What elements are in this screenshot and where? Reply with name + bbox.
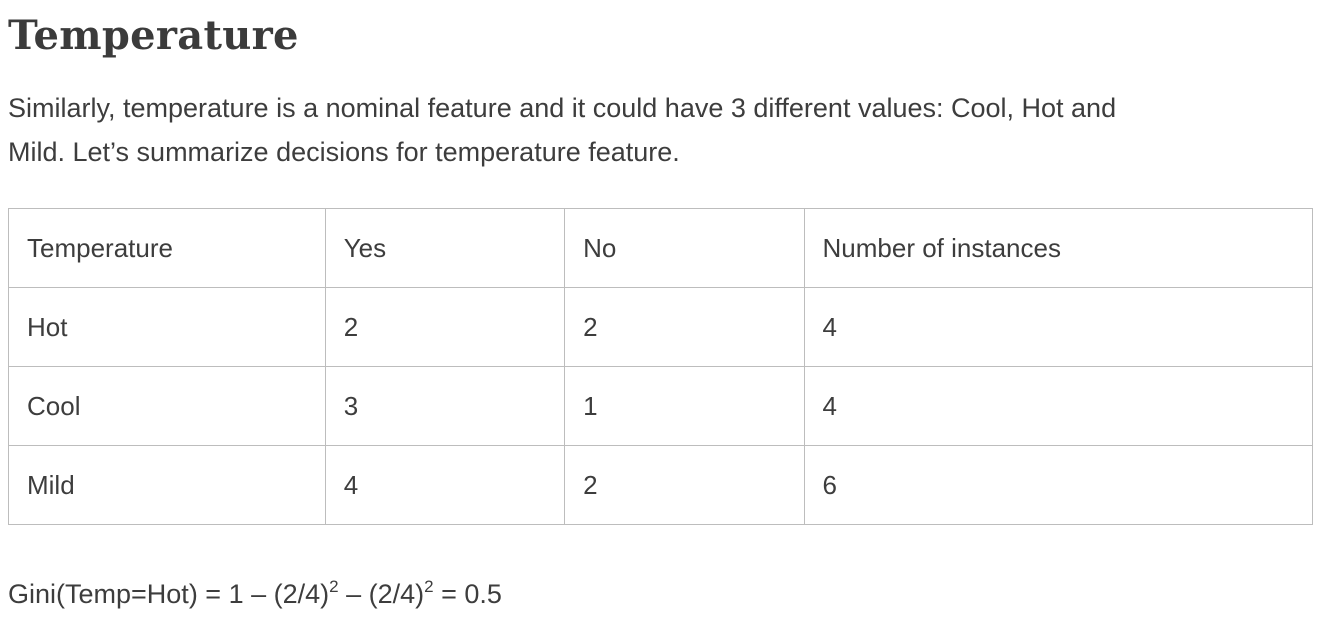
formula-exponent-2: 2 <box>424 577 434 596</box>
formula-part-1: Gini(Temp=Hot) = 1 – (2/4) <box>8 579 330 609</box>
table-cell: 6 <box>803 445 1313 525</box>
header-cell-yes: Yes <box>324 208 566 288</box>
formula-part-2: – (2/4) <box>338 579 425 609</box>
table-cell: Cool <box>8 366 326 446</box>
table-cell: 4 <box>803 287 1313 367</box>
table-cell: Mild <box>8 445 326 525</box>
intro-line-1: Similarly, temperature is a nominal feat… <box>8 93 1117 123</box>
table-row: Cool 3 1 4 <box>8 366 1313 446</box>
intro-paragraph: Similarly, temperature is a nominal feat… <box>8 86 1298 174</box>
header-cell-temperature: Temperature <box>8 208 326 288</box>
header-cell-no: No <box>564 208 805 288</box>
table-cell: 1 <box>564 366 805 446</box>
header-cell-instances: Number of instances <box>803 208 1313 288</box>
table-cell: 2 <box>324 287 566 367</box>
formula-part-3: = 0.5 <box>433 579 502 609</box>
table-row: Mild 4 2 6 <box>8 445 1313 525</box>
table-cell: 3 <box>324 366 566 446</box>
table-cell: 2 <box>564 287 805 367</box>
table-cell: 4 <box>324 445 566 525</box>
table-header-row: Temperature Yes No Number of instances <box>8 208 1313 288</box>
table-cell: 4 <box>803 366 1313 446</box>
gini-formula: Gini(Temp=Hot) = 1 – (2/4)2 – (2/4)2 = 0… <box>8 572 502 616</box>
table-cell: Hot <box>8 287 326 367</box>
section-heading: Temperature <box>8 12 299 59</box>
temperature-decision-table: Temperature Yes No Number of instances H… <box>8 208 1313 525</box>
intro-line-2: Mild. Let’s summarize decisions for temp… <box>8 137 680 167</box>
table-cell: 2 <box>564 445 805 525</box>
table-row: Hot 2 2 4 <box>8 287 1313 367</box>
formula-exponent-1: 2 <box>329 577 339 596</box>
